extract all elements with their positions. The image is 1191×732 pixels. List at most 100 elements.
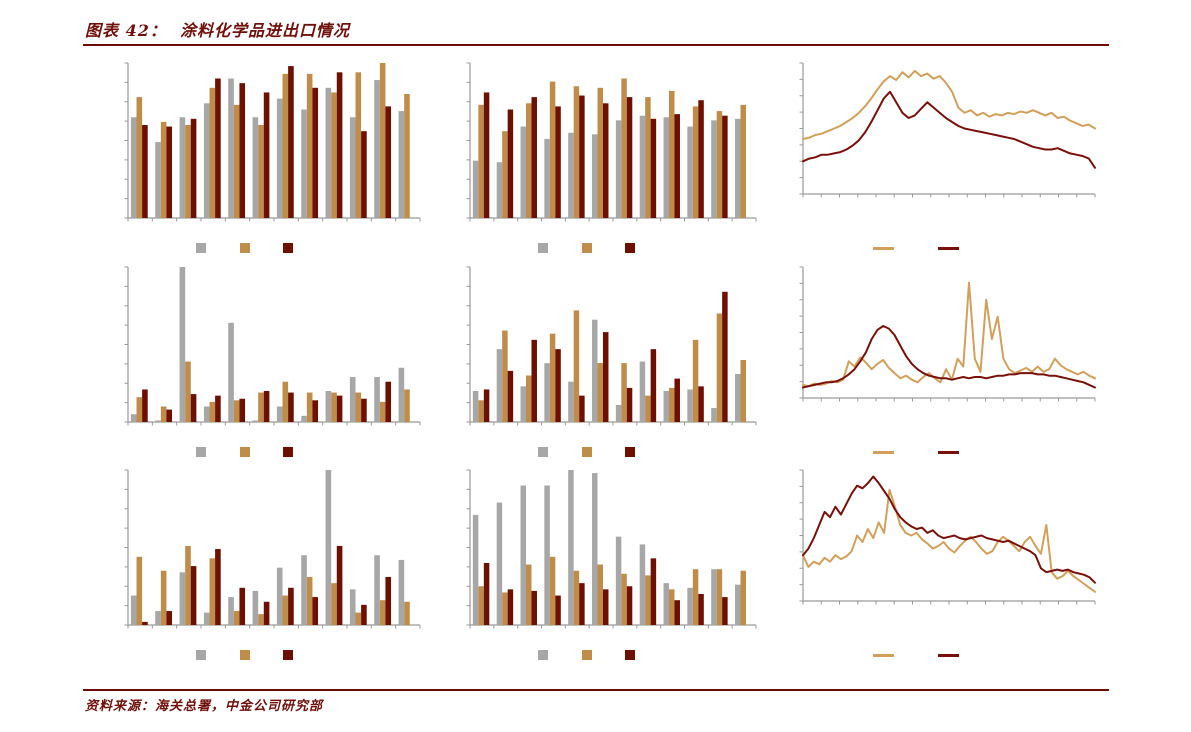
gray-bar — [520, 126, 527, 218]
gold-bar — [355, 72, 362, 218]
maroon-bar — [483, 563, 490, 625]
bar-chart-plot — [124, 62, 421, 222]
line-chart-plot — [799, 62, 1096, 198]
maroon-bar — [166, 409, 173, 422]
bar-chart-plot — [124, 469, 421, 629]
gray-bar — [592, 134, 598, 218]
figure-title: 图表 42： 涂料化学品进出口情况 — [85, 21, 350, 40]
gold-bar — [502, 131, 508, 218]
gold-bar — [306, 392, 313, 422]
legend-swatch-gray — [538, 447, 548, 457]
gold-bar — [645, 97, 651, 218]
gray-bar — [687, 389, 693, 422]
chart-top-middle-bars — [460, 58, 762, 258]
legend-swatch-gold — [873, 654, 894, 657]
maroon-bar — [674, 114, 680, 218]
maroon-bar — [722, 597, 728, 625]
maroon-bar — [142, 621, 148, 625]
gold-bar — [185, 545, 191, 625]
chart-legend — [460, 243, 762, 257]
gray-bar — [520, 386, 527, 422]
chart-middle-middle-bars — [460, 262, 762, 462]
gray-bar — [592, 473, 598, 625]
legend-swatch-maroon — [938, 654, 959, 657]
maroon-bar — [674, 378, 680, 422]
maroon-bar — [142, 125, 148, 218]
gray-bar — [325, 87, 332, 218]
gray-bar — [472, 160, 479, 218]
gray-bar — [349, 589, 356, 625]
gray-bar — [130, 595, 137, 625]
gold-bar — [136, 397, 143, 422]
maroon-bar — [650, 118, 657, 218]
maroon-line — [802, 325, 1096, 389]
maroon-bar — [361, 398, 367, 422]
legend-swatch-gold — [873, 247, 894, 250]
gray-bar — [711, 569, 717, 625]
gold-bar — [502, 330, 508, 422]
gold-bar — [716, 569, 723, 625]
gold-bar — [669, 90, 675, 218]
gray-bar — [496, 502, 503, 625]
gold-bar — [209, 558, 216, 625]
gray-bar — [711, 408, 717, 422]
maroon-bar — [336, 72, 343, 218]
gold-bar — [526, 375, 532, 422]
gold-bar — [404, 389, 410, 422]
gold-bar — [258, 614, 264, 625]
gold-bar — [306, 73, 313, 218]
gray-bar — [472, 514, 479, 625]
maroon-bar — [483, 92, 490, 218]
maroon-bar — [288, 392, 294, 422]
gray-bar — [711, 120, 717, 218]
gray-bar — [276, 406, 283, 422]
maroon-bar — [166, 611, 173, 625]
legend-swatch-gray — [196, 447, 206, 457]
gray-bar — [325, 470, 332, 625]
gray-bar — [325, 391, 332, 422]
chart-bottom-right-lines — [793, 465, 1101, 665]
gold-bar — [692, 569, 699, 625]
maroon-bar — [507, 370, 514, 422]
legend-swatch-gray — [196, 243, 206, 253]
chart-legend — [460, 447, 762, 461]
chart-top-left-bars — [118, 58, 426, 258]
gray-bar — [735, 118, 741, 218]
legend-swatch-gold — [240, 650, 250, 660]
maroon-bar — [555, 595, 561, 625]
gold-bar — [209, 87, 216, 218]
legend-swatch-maroon — [625, 447, 635, 457]
maroon-bar — [602, 589, 609, 625]
gold-bar — [549, 556, 556, 625]
gold-line — [802, 281, 1096, 388]
gold-bar — [740, 570, 746, 625]
title-divider — [83, 44, 1109, 46]
gray-bar — [301, 555, 307, 625]
gray-bar — [398, 111, 405, 218]
gray-bar — [276, 98, 283, 218]
gray-bar — [155, 142, 161, 218]
maroon-bar — [602, 332, 609, 422]
gold-bar — [379, 63, 386, 218]
gray-bar — [592, 319, 598, 422]
gold-bar — [645, 575, 651, 625]
gold-bar — [233, 104, 240, 218]
gray-bar — [203, 406, 210, 422]
chart-legend — [118, 243, 426, 257]
gold-bar — [282, 381, 289, 422]
gold-bar — [160, 406, 167, 422]
gray-bar — [155, 420, 161, 422]
gold-bar — [573, 86, 580, 218]
maroon-bar — [215, 78, 221, 218]
gray-bar — [155, 611, 161, 625]
chart-legend — [793, 447, 1101, 461]
legend-swatch-gold — [240, 447, 250, 457]
gold-bar — [740, 360, 746, 422]
legend-swatch-maroon — [283, 243, 293, 253]
gray-bar — [687, 587, 693, 625]
legend-swatch-maroon — [625, 243, 635, 253]
gray-bar — [568, 132, 574, 218]
maroon-bar — [507, 589, 514, 625]
chart-legend — [793, 243, 1101, 257]
maroon-bar — [215, 549, 221, 625]
